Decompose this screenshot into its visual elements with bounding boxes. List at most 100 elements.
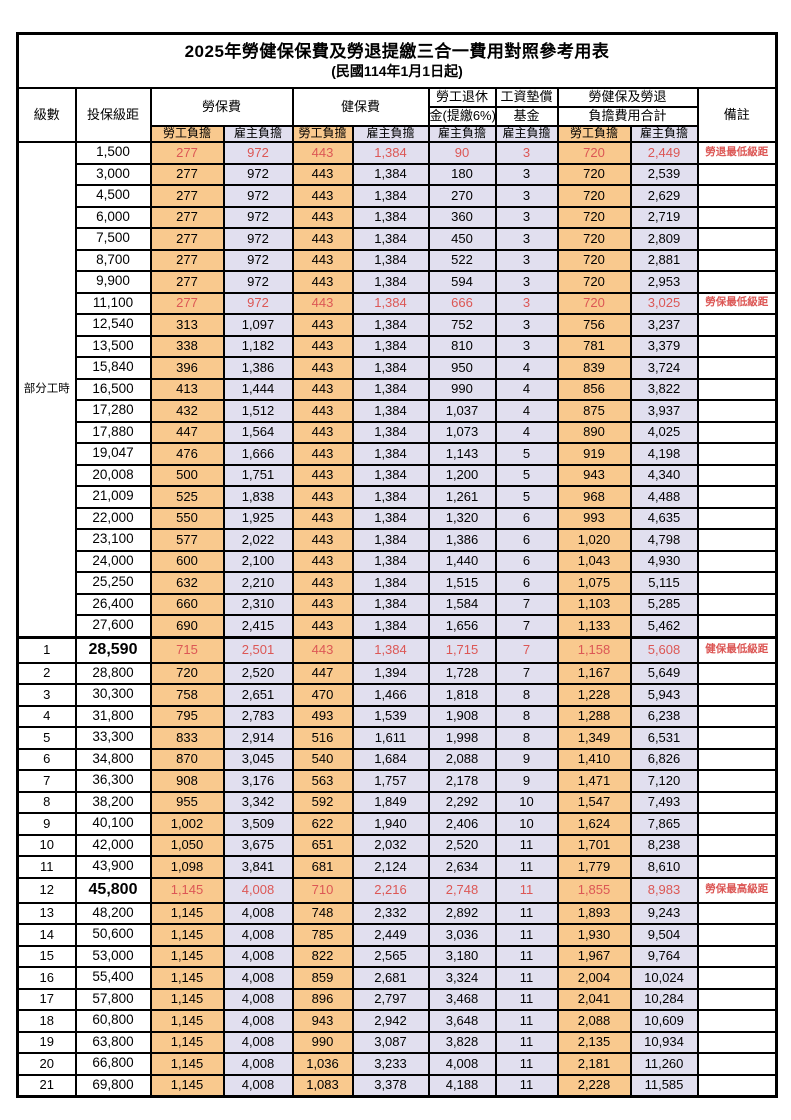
health-insurance-employer-cell: 3,233 — [351, 1052, 430, 1076]
wage-fund-employer-cell: 3 — [494, 184, 559, 208]
labor-insurance-employer-cell: 4,008 — [222, 901, 294, 925]
labor-insurance-employee-cell: 277 — [149, 184, 225, 208]
health-insurance-employer-cell: 1,384 — [351, 141, 430, 165]
labor-insurance-employer-cell: 972 — [222, 184, 294, 208]
wage-fund-employer-cell: 11 — [494, 833, 559, 857]
pension-employer-cell: 1,440 — [427, 549, 497, 573]
health-insurance-employee-cell: 443 — [291, 205, 354, 229]
level-cell: 5 — [16, 726, 77, 750]
bracket-cell: 23,100 — [74, 528, 152, 552]
table-row: 20,008 500 1,751 443 1,384 1,200 5 943 4,340 — [18, 463, 778, 487]
health-insurance-employer-cell: 1,384 — [351, 227, 430, 251]
health-insurance-employee-cell: 443 — [291, 162, 354, 186]
remark-cell — [696, 442, 778, 466]
remark-cell — [696, 901, 778, 925]
health-insurance-employer-cell: 2,942 — [351, 1009, 430, 1033]
total-employer-cell: 2,953 — [629, 270, 699, 294]
title-block: 2025年勞健保保費及勞退提繳三合一費用對照參考用表 (民國114年1月1日起) — [16, 32, 778, 89]
table-row: 2 28,800 720 2,520 447 1,394 1,728 7 1,167 5,649 — [16, 661, 778, 685]
total-employer-cell: 9,243 — [629, 901, 699, 925]
bracket-cell: 55,400 — [74, 966, 152, 990]
level-cell: 3 — [16, 683, 77, 707]
labor-insurance-employer-cell: 4,008 — [222, 1030, 294, 1054]
bracket-cell: 17,280 — [74, 399, 152, 423]
labor-insurance-employee-cell: 577 — [149, 528, 225, 552]
col-header-total-line1: 勞健保及勞退 — [556, 87, 699, 108]
table-row: 6 34,800 870 3,045 540 1,684 2,088 9 1,410 6,826 — [16, 747, 778, 771]
bracket-cell: 50,600 — [74, 923, 152, 947]
total-employer-cell: 10,934 — [629, 1030, 699, 1054]
labor-insurance-employee-cell: 447 — [149, 420, 225, 444]
health-insurance-employer-cell: 2,565 — [351, 944, 430, 968]
bracket-cell: 57,800 — [74, 987, 152, 1011]
bracket-cell: 25,250 — [74, 571, 152, 595]
wage-fund-employer-cell: 7 — [494, 661, 559, 685]
pension-employer-cell: 752 — [427, 313, 497, 337]
bracket-cell: 26,400 — [74, 592, 152, 616]
total-employee-cell: 968 — [556, 485, 632, 509]
labor-insurance-employer-cell: 972 — [222, 141, 294, 165]
labor-insurance-employee-cell: 313 — [149, 313, 225, 337]
wage-fund-employer-cell: 3 — [494, 270, 559, 294]
pension-employer-cell: 180 — [427, 162, 497, 186]
labor-insurance-employee-cell: 550 — [149, 506, 225, 530]
wage-fund-employer-cell: 11 — [494, 1030, 559, 1054]
total-employee-cell: 1,158 — [556, 635, 632, 664]
labor-insurance-employee-cell: 525 — [149, 485, 225, 509]
labor-insurance-employer-cell: 1,512 — [222, 399, 294, 423]
remark-cell — [696, 833, 778, 857]
health-insurance-employee-cell: 443 — [291, 614, 354, 638]
remark-cell — [696, 334, 778, 358]
remark-cell — [696, 270, 778, 294]
total-employer-cell: 6,826 — [629, 747, 699, 771]
table-row: 23,100 577 2,022 443 1,384 1,386 6 1,020 4,798 — [18, 528, 778, 552]
bracket-cell: 4,500 — [74, 184, 152, 208]
table-row: 1 28,590 715 2,501 443 1,384 1,715 7 1,158 5,608 健… — [16, 635, 778, 664]
pension-employer-cell: 3,180 — [427, 944, 497, 968]
remark-cell — [696, 162, 778, 186]
remark-cell — [696, 987, 778, 1011]
pension-employer-cell: 2,520 — [427, 833, 497, 857]
total-employee-cell: 856 — [556, 377, 632, 401]
remark-cell — [696, 528, 778, 552]
wage-fund-employer-cell: 7 — [494, 592, 559, 616]
labor-insurance-employee-cell: 277 — [149, 248, 225, 272]
wage-fund-employer-cell: 10 — [494, 812, 559, 836]
remark-cell — [696, 485, 778, 509]
total-employer-cell: 3,937 — [629, 399, 699, 423]
table-row: 14 50,600 1,145 4,008 785 2,449 3,036 11 1,930 9,… — [16, 923, 778, 947]
table-row: 22,000 550 1,925 443 1,384 1,320 6 993 4,635 — [18, 506, 778, 530]
wage-fund-employer-cell: 11 — [494, 944, 559, 968]
health-insurance-employee-cell: 943 — [291, 1009, 354, 1033]
wage-fund-employer-cell: 5 — [494, 463, 559, 487]
health-insurance-employee-cell: 710 — [291, 876, 354, 904]
total-employer-cell: 3,379 — [629, 334, 699, 358]
remark-cell — [696, 356, 778, 380]
wage-fund-employer-cell: 3 — [494, 162, 559, 186]
labor-insurance-employer-cell: 972 — [222, 270, 294, 294]
total-employee-cell: 720 — [556, 184, 632, 208]
col-header-labor-insurance: 勞保費 — [149, 87, 294, 127]
labor-insurance-employer-cell: 4,008 — [222, 966, 294, 990]
wage-fund-employer-cell: 8 — [494, 704, 559, 728]
pension-employer-cell: 2,634 — [427, 855, 497, 879]
total-employer-cell: 9,504 — [629, 923, 699, 947]
health-insurance-employee-cell: 443 — [291, 635, 354, 664]
total-employee-cell: 756 — [556, 313, 632, 337]
level-cell: 13 — [16, 901, 77, 925]
table-row: 3 30,300 758 2,651 470 1,466 1,818 8 1,228 5,943 — [16, 683, 778, 707]
health-insurance-employee-cell: 681 — [291, 855, 354, 879]
labor-insurance-employee-cell: 833 — [149, 726, 225, 750]
table-row: 12,540 313 1,097 443 1,384 752 3 756 3,237 — [18, 313, 778, 337]
labor-insurance-employee-cell: 955 — [149, 790, 225, 814]
health-insurance-employer-cell: 1,384 — [351, 485, 430, 509]
total-employer-cell: 10,609 — [629, 1009, 699, 1033]
col-header-pension-line1: 勞工退休 — [427, 87, 497, 108]
total-employee-cell: 1,855 — [556, 876, 632, 904]
pension-employer-cell: 1,073 — [427, 420, 497, 444]
total-employee-cell: 1,779 — [556, 855, 632, 879]
table-row: 16 55,400 1,145 4,008 859 2,681 3,324 11 2,004 10… — [16, 966, 778, 990]
health-insurance-employee-cell: 443 — [291, 356, 354, 380]
health-insurance-employer-cell: 1,384 — [351, 549, 430, 573]
col-header-health-insurance: 健保費 — [291, 87, 430, 127]
